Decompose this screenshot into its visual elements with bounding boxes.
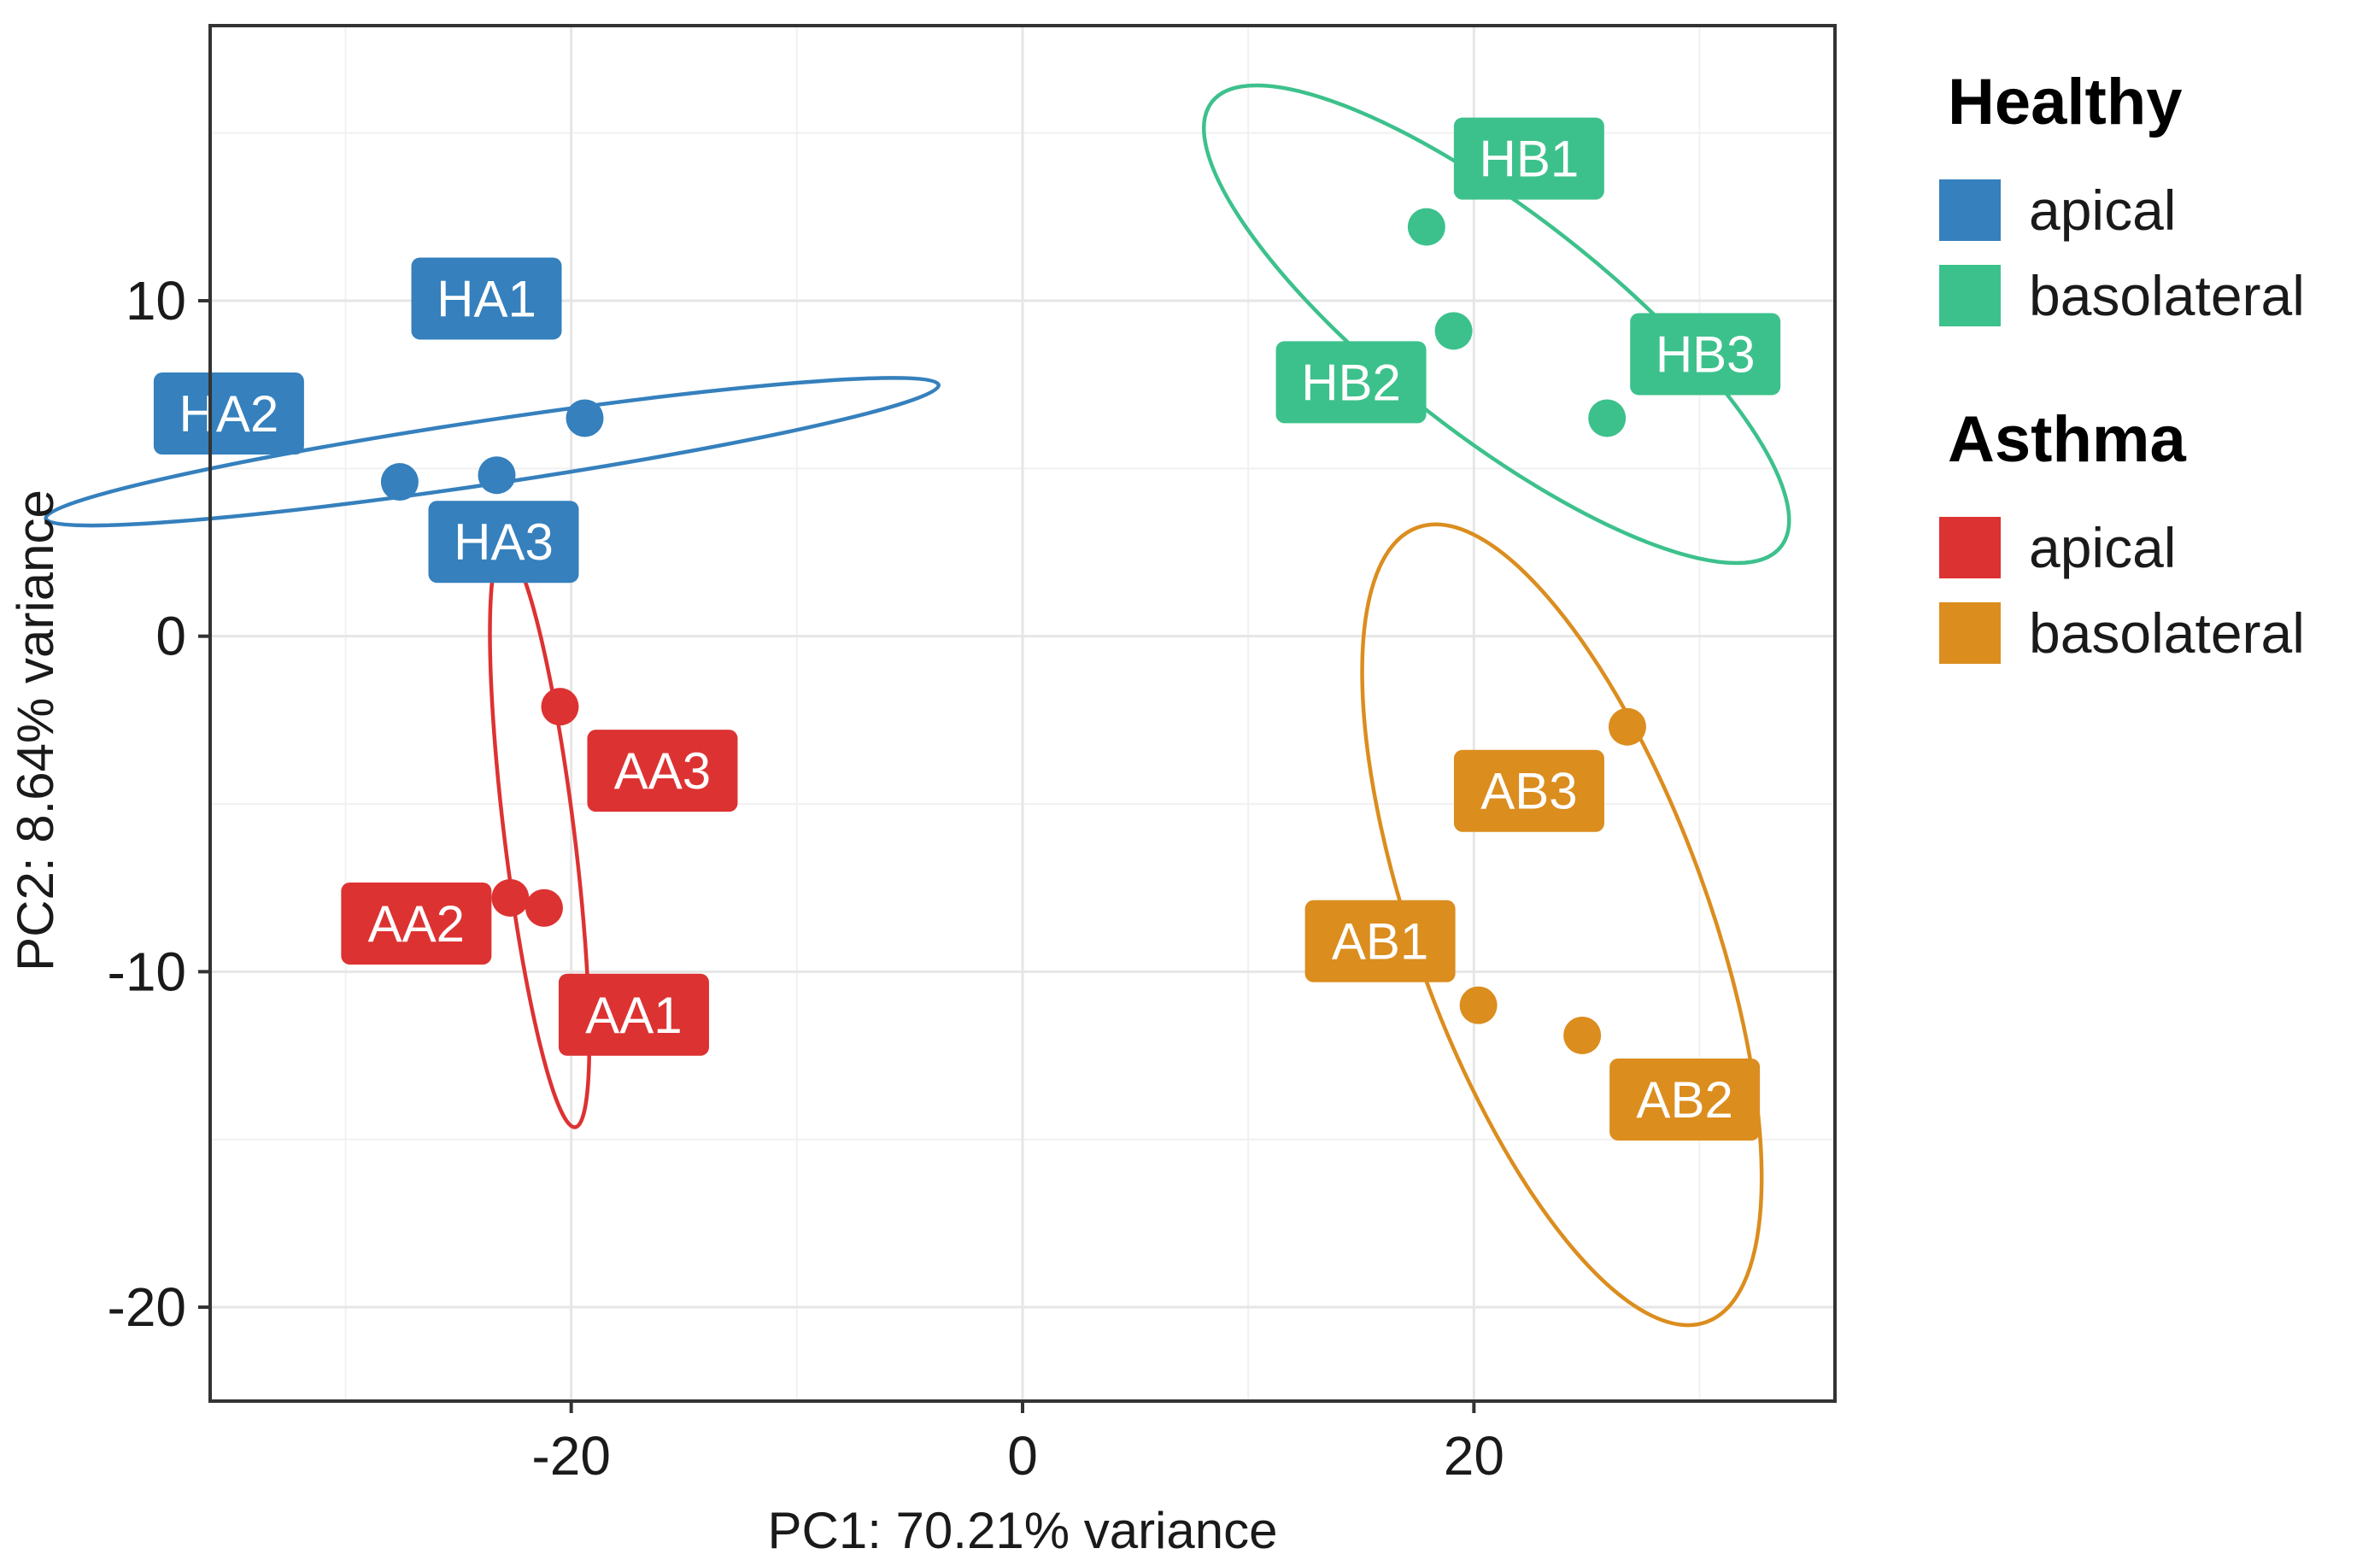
point-label: HB2: [1275, 341, 1427, 424]
point-label: HB1: [1453, 117, 1604, 200]
point-label-box: [1630, 313, 1781, 396]
point-label-text: HB1: [1479, 131, 1579, 188]
point-label-text: AB1: [1332, 913, 1428, 971]
point-label-box: [1453, 117, 1604, 200]
point-label-text: AA1: [585, 987, 682, 1044]
y-tick-label: 0: [155, 606, 186, 667]
data-point: [1563, 1016, 1602, 1054]
axes: -20 0 20 -20 -10 0 10 PC1: 70.21% variance PC2: …: [7, 24, 1837, 1559]
x-tick-label: 0: [1007, 1425, 1038, 1487]
plot-area: HA1 HA2 HA3 HB1 HB2 HB3 AA1 AA2 AA3 AB1 AB2 AB3: [44, 26, 1835, 1401]
point-label: HA2: [153, 372, 304, 455]
point-label-box: [1609, 1058, 1761, 1141]
point-label-box: [587, 730, 738, 812]
x-tick-label: -20: [531, 1425, 611, 1487]
point-label-box: [428, 501, 579, 584]
data-point: [478, 456, 516, 495]
point-label-box: [1453, 749, 1604, 832]
point-label-box: [1304, 900, 1456, 982]
legend-label: basolateral: [2029, 601, 2305, 665]
point-label-text: HA2: [179, 385, 279, 443]
legend: Healthy apical basolateral Asthma apical baso…: [1939, 66, 2305, 665]
legend-key: [1939, 265, 2001, 326]
y-tick-label: 10: [126, 270, 186, 331]
legend-label: basolateral: [2029, 264, 2305, 327]
point-label-box: [1275, 341, 1427, 424]
confidence-ellipse: [1202, 83, 1791, 566]
legend-label: apical: [2029, 179, 2176, 242]
point-label: AB1: [1304, 900, 1456, 982]
legend-key: [1939, 602, 2001, 664]
data-point: [1407, 208, 1445, 246]
point-label: HB3: [1630, 313, 1781, 396]
data-point: [1608, 707, 1646, 746]
point-label: AB3: [1453, 749, 1604, 832]
x-tick-label: 20: [1444, 1425, 1504, 1487]
point-label: AA2: [341, 882, 492, 965]
point-label-text: AA2: [368, 895, 465, 953]
point-label-box: [558, 973, 709, 1056]
data-point: [541, 688, 579, 726]
point-label: AA1: [558, 973, 709, 1056]
legend-title: Asthma: [1948, 403, 2186, 476]
point-label: HA3: [428, 501, 579, 584]
point-label-text: AB3: [1480, 763, 1577, 820]
point-label-text: HA1: [437, 270, 536, 327]
legend-key: [1939, 517, 2001, 578]
point-label-box: [341, 882, 492, 965]
y-tick-label: -10: [108, 941, 187, 1002]
point-label-text: AA3: [614, 742, 711, 800]
data-point: [566, 399, 604, 437]
y-tick-label: -20: [108, 1276, 187, 1338]
data-point: [1588, 399, 1627, 437]
point-label: AB2: [1609, 1058, 1761, 1141]
point-label-box: [153, 372, 304, 455]
legend-title: Healthy: [1948, 66, 2183, 138]
point-label-box: [411, 257, 562, 340]
data-point: [1434, 312, 1473, 350]
point-label-text: HB3: [1656, 326, 1756, 383]
data-point: [525, 889, 563, 927]
point-label-text: HB2: [1301, 354, 1401, 411]
point-label: AA3: [587, 730, 738, 812]
point-label-text: AB2: [1636, 1071, 1732, 1129]
data-point: [1459, 986, 1498, 1024]
data-point: [491, 878, 530, 917]
x-axis-title: PC1: 70.21% variance: [767, 1502, 1277, 1559]
point-label-text: HA3: [454, 513, 554, 571]
legend-label: apical: [2029, 516, 2176, 579]
legend-key: [1939, 179, 2001, 241]
data-point: [380, 463, 419, 501]
point-label: HA1: [411, 257, 562, 340]
y-axis-title: PC2: 8.64% variance: [7, 490, 64, 971]
